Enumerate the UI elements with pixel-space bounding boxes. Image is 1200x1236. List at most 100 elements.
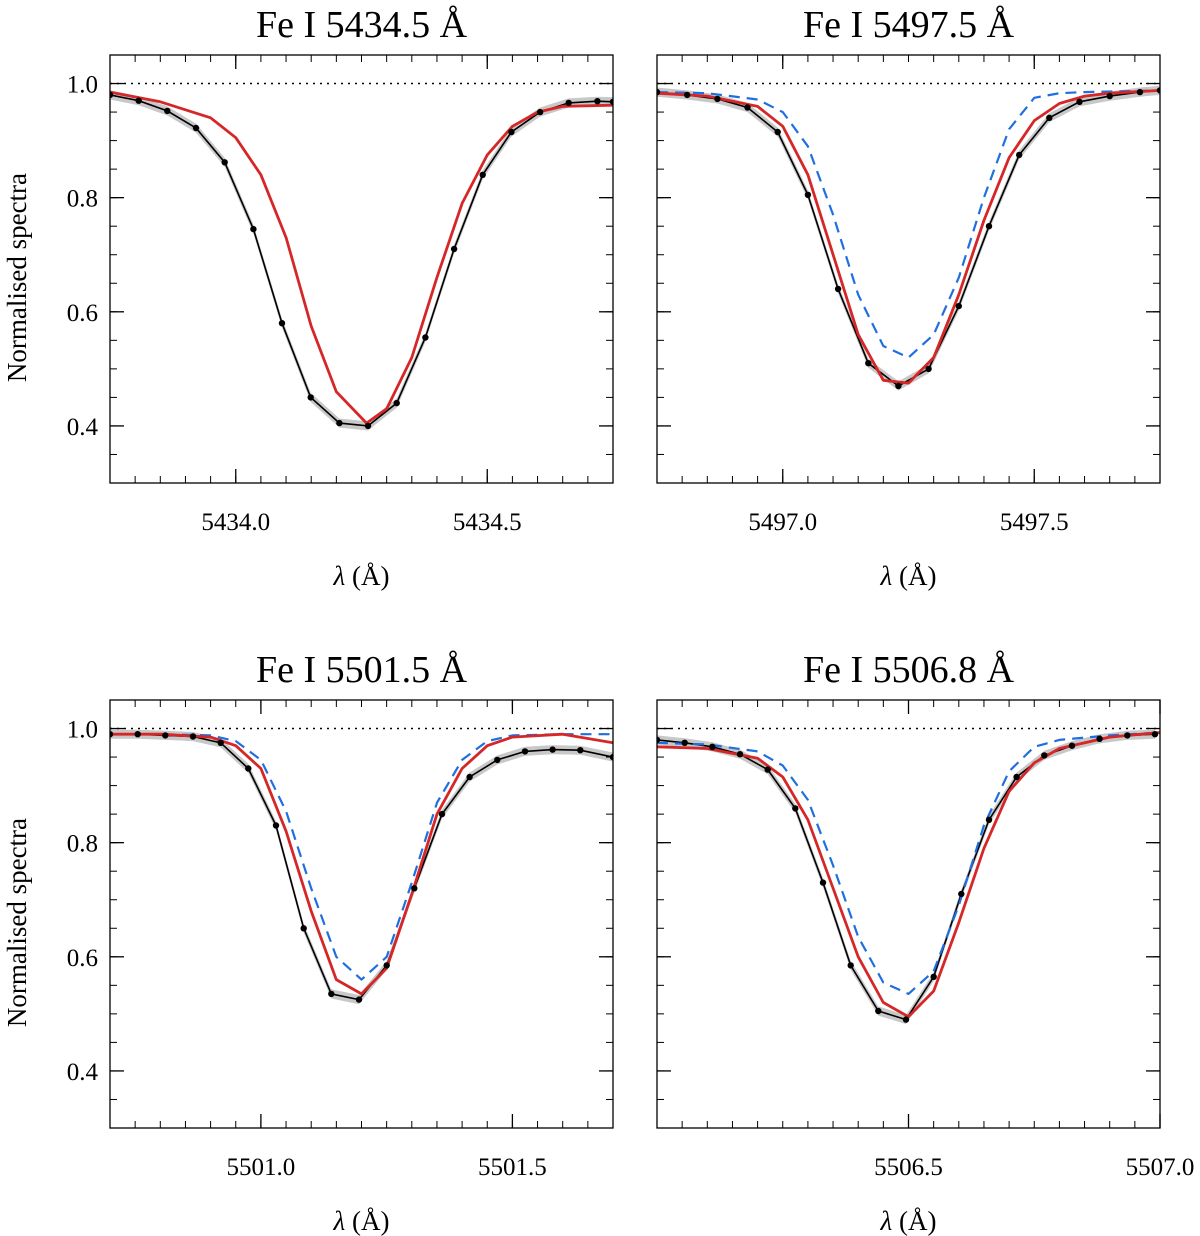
data-point: [764, 766, 771, 773]
data-point: [245, 765, 252, 772]
data-point: [110, 91, 114, 99]
data-point: [609, 98, 613, 105]
x-axis-label: λ (Å): [880, 1206, 937, 1236]
data-point: [411, 885, 418, 892]
x-tick-label: 5507.0: [1126, 1154, 1195, 1181]
data-point: [736, 751, 744, 758]
data-point: [479, 171, 486, 178]
panel-title: Fe I 5497.5 Å: [803, 4, 1015, 46]
data-point: [134, 731, 141, 738]
y-tick-label: 0.4: [67, 414, 99, 441]
data-point: [300, 925, 307, 932]
data-point: [110, 731, 114, 738]
y-axis-label: Normalised spectra: [2, 173, 32, 382]
data-point: [549, 746, 556, 753]
data-point: [272, 822, 280, 829]
x-axis-label-unit: (Å): [345, 561, 389, 591]
data-point: [577, 747, 584, 754]
axes-frame: [109, 699, 614, 1129]
data-point: [1068, 742, 1076, 749]
data-point: [834, 285, 842, 293]
data-point: [1076, 98, 1083, 106]
series-observed-line: [110, 94, 613, 427]
x-tick-label: 5434.0: [201, 509, 270, 536]
x-axis-label-symbol: λ: [333, 561, 346, 591]
x-tick-label: 5497.5: [1000, 509, 1069, 536]
panel-data: [110, 729, 613, 1005]
series-model-dashed-line: [110, 733, 613, 981]
y-tick-label: 0.6: [67, 300, 98, 327]
data-point: [930, 973, 937, 980]
y-tick-label: 0.8: [67, 831, 98, 858]
x-axis-label-unit: (Å): [892, 561, 936, 591]
y-axis-label: Normalised spectra: [2, 818, 32, 1027]
panel-title: Fe I 5501.5 Å: [256, 649, 468, 691]
chart-panel-1: Fe I 5434.5 Å 5434.0 5434.5 0.4 0.6 0.8 1.0 λ (…: [2, 4, 614, 591]
data-point: [1096, 735, 1103, 742]
x-axis-label: λ (Å): [880, 561, 937, 591]
data-point: [422, 334, 429, 341]
data-point: [508, 128, 515, 136]
data-point: [494, 756, 501, 764]
series-observed-line: [657, 89, 1160, 387]
panel-title: Fe I 5506.8 Å: [803, 649, 1015, 691]
data-point: [466, 773, 473, 781]
data-point: [438, 810, 446, 818]
x-axis-label-symbol: λ: [333, 1206, 346, 1236]
data-point: [192, 124, 200, 132]
x-axis-label: λ (Å): [333, 1206, 390, 1236]
data-point: [450, 245, 458, 253]
y-tick-label: 0.6: [67, 945, 98, 972]
data-point: [875, 1007, 882, 1015]
x-axis-label-unit: (Å): [892, 1206, 936, 1236]
data-point: [1151, 731, 1159, 738]
x-tick-label: 5501.5: [478, 1154, 547, 1181]
observed-error-band: [110, 90, 613, 431]
data-point: [804, 191, 812, 198]
data-point: [958, 890, 965, 898]
data-point: [521, 748, 529, 755]
data-point: [714, 95, 721, 103]
data-point: [955, 302, 962, 310]
data-point: [657, 736, 661, 744]
data-point: [681, 739, 688, 746]
data-point: [135, 97, 142, 104]
data-point: [1106, 92, 1113, 100]
data-point: [164, 107, 171, 115]
series-model-dashed-line: [657, 731, 1160, 996]
x-axis-label-symbol: λ: [880, 1206, 893, 1236]
panel-title: Fe I 5434.5 Å: [256, 4, 468, 46]
data-point: [1046, 114, 1053, 122]
data-point: [819, 879, 827, 886]
series-model-line: [110, 732, 613, 996]
axes-frame: [656, 699, 1161, 1129]
data-point: [925, 365, 932, 373]
data-point: [594, 98, 601, 105]
series-model-line: [657, 731, 1160, 1019]
data-point: [1013, 773, 1020, 781]
data-point: [393, 399, 400, 407]
data-point: [865, 360, 872, 367]
data-point: [278, 320, 286, 327]
data-point: [307, 394, 314, 401]
x-axis-label-symbol: λ: [880, 561, 893, 591]
series-model-line: [657, 89, 1160, 385]
data-point: [221, 159, 228, 166]
x-tick-label: 5506.5: [874, 1154, 943, 1181]
data-point: [355, 996, 363, 1003]
data-point: [709, 743, 716, 750]
panel-data: [657, 85, 1160, 391]
data-point: [189, 733, 197, 740]
data-point: [1156, 87, 1160, 94]
data-point: [328, 990, 335, 998]
panel-data: [657, 729, 1160, 1025]
y-tick-label: 0.8: [67, 186, 98, 213]
data-point: [902, 1016, 910, 1023]
data-point: [364, 422, 372, 430]
x-tick-label: 5434.5: [453, 509, 522, 536]
data-point: [217, 739, 224, 746]
x-axis-label: λ (Å): [333, 561, 390, 591]
data-point: [1124, 732, 1131, 739]
data-point: [336, 419, 343, 427]
